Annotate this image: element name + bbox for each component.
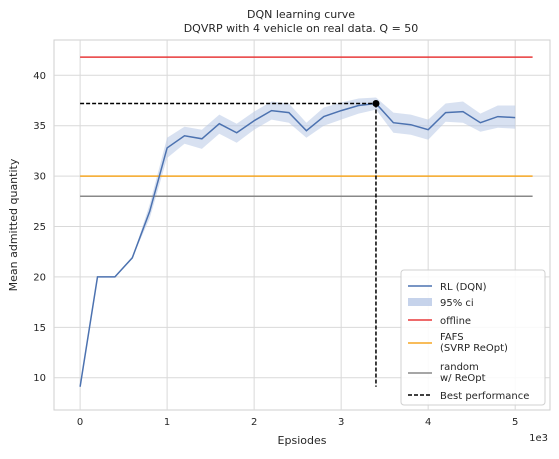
y-tick-label: 35: [33, 121, 46, 132]
legend: RL (DQN) 95% ci offline FAFS (SVRP ReOpt…: [400, 269, 546, 406]
y-tick-label: 15: [33, 323, 46, 334]
y-tick-label: 40: [33, 71, 46, 82]
x-tick-label: 2: [251, 417, 257, 428]
legend-swatch-ci: [408, 298, 432, 306]
x-tick-label: 3: [338, 417, 344, 428]
legend-box: [400, 269, 546, 406]
y-tick-label: 25: [33, 222, 46, 233]
x-tick-label: 4: [425, 417, 431, 428]
best-performance-point: [372, 100, 380, 108]
x-tick-label: 0: [77, 417, 83, 428]
legend-label-random-line1: random: [440, 362, 479, 373]
ci-band: [80, 97, 516, 387]
chart-subtitle: DQVRP with 4 vehicle on real data. Q = 5…: [184, 22, 419, 35]
legend-label-ci: 95% ci: [440, 298, 474, 309]
x-offset-label: 1e3: [529, 433, 548, 444]
y-tick-label: 30: [33, 172, 46, 183]
legend-label-fafs: FAFS (SVRP ReOpt): [440, 332, 508, 354]
legend-label-rl: RL (DQN): [440, 282, 487, 293]
y-tick-labels: 10 15 20 25 30 35 40: [33, 71, 46, 384]
legend-label-random: random w/ ReOpt: [440, 362, 486, 384]
y-tick-label: 20: [33, 272, 46, 283]
x-tick-labels: 0 1 2 3 4 5: [77, 417, 518, 428]
chart-title: DQN learning curve: [247, 8, 355, 21]
x-tick-label: 1: [164, 417, 170, 428]
x-tick-label: 5: [512, 417, 518, 428]
legend-label-fafs-line2: (SVRP ReOpt): [440, 343, 508, 354]
legend-label-offline: offline: [440, 316, 471, 327]
y-tick-label: 10: [33, 373, 46, 384]
legend-label-best: Best performance: [440, 391, 529, 402]
rl-dqn-line: [79, 102, 516, 387]
legend-label-random-line2: w/ ReOpt: [440, 373, 486, 384]
y-axis-label: Mean admitted quantity: [7, 158, 20, 291]
legend-label-fafs-line1: FAFS: [440, 332, 464, 343]
x-axis-label: Epsiodes: [278, 434, 327, 447]
